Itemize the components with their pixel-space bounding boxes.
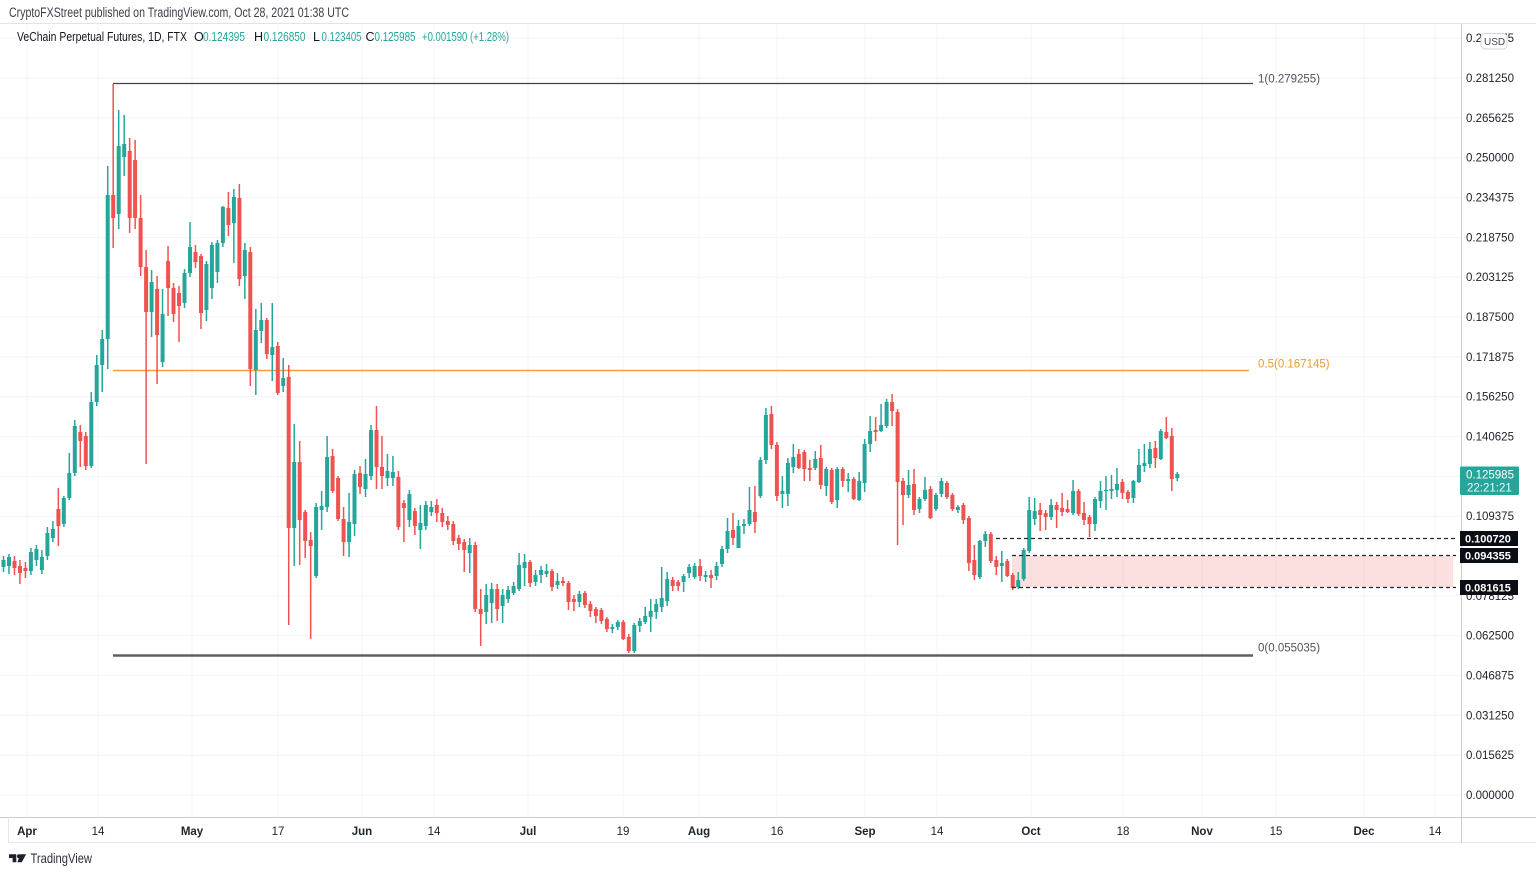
svg-text:0.125985: 0.125985 (375, 30, 416, 44)
svg-text:0.281250: 0.281250 (1466, 73, 1514, 85)
svg-text:0.218750: 0.218750 (1466, 232, 1514, 244)
svg-text:C: C (366, 30, 375, 44)
svg-text:0.094355: 0.094355 (1465, 551, 1511, 563)
svg-text:VeChain Perpetual Futures, 1D,: VeChain Perpetual Futures, 1D, FTX (17, 30, 188, 44)
svg-text:O: O (194, 30, 204, 44)
svg-text:0.5(0.167145): 0.5(0.167145) (1258, 359, 1330, 371)
svg-text:0.203125: 0.203125 (1466, 272, 1514, 284)
svg-text:0.062500: 0.062500 (1466, 631, 1514, 643)
svg-text:Dec: Dec (1353, 826, 1375, 838)
svg-text:0.126850: 0.126850 (264, 30, 306, 44)
svg-text:0.123405: 0.123405 (322, 30, 362, 44)
svg-text:0.265625: 0.265625 (1466, 113, 1514, 125)
svg-text:1(0.279255): 1(0.279255) (1258, 74, 1320, 86)
svg-text:18: 18 (1117, 826, 1130, 838)
svg-text:14: 14 (931, 826, 944, 838)
svg-text:Sep: Sep (854, 826, 875, 838)
svg-text:0.109375: 0.109375 (1466, 511, 1514, 523)
svg-text:TradingView: TradingView (31, 851, 93, 866)
svg-text:0.015625: 0.015625 (1466, 750, 1514, 762)
svg-text:May: May (181, 826, 204, 838)
svg-text:Jun: Jun (352, 826, 372, 838)
svg-text:15: 15 (1270, 826, 1283, 838)
svg-text:Aug: Aug (688, 826, 710, 838)
svg-text:+0.001590 (+1.28%): +0.001590 (+1.28%) (422, 30, 509, 44)
svg-text:0.100720: 0.100720 (1465, 534, 1511, 546)
svg-text:Nov: Nov (1191, 826, 1213, 838)
svg-text:0.171875: 0.171875 (1466, 352, 1514, 364)
svg-text:Apr: Apr (17, 826, 37, 838)
svg-text:L: L (313, 30, 320, 44)
svg-text:0.124395: 0.124395 (203, 30, 245, 44)
svg-text:14: 14 (92, 826, 105, 838)
svg-text:0.125985: 0.125985 (1466, 470, 1514, 482)
svg-text:0.187500: 0.187500 (1466, 312, 1514, 324)
svg-text:Oct: Oct (1021, 826, 1040, 838)
svg-text:0.156250: 0.156250 (1466, 392, 1514, 404)
svg-text:0.031250: 0.031250 (1466, 710, 1514, 722)
svg-text:0.234375: 0.234375 (1466, 193, 1514, 205)
svg-text:0.250000: 0.250000 (1466, 153, 1514, 165)
svg-text:14: 14 (428, 826, 441, 838)
svg-text:14: 14 (1429, 826, 1442, 838)
svg-text:22:21:21: 22:21:21 (1467, 483, 1512, 495)
svg-text:17: 17 (272, 826, 285, 838)
svg-text:H: H (254, 30, 263, 44)
svg-text:0.000000: 0.000000 (1466, 790, 1514, 802)
svg-text:CryptoFXStreet published on Tr: CryptoFXStreet published on TradingView.… (9, 5, 349, 20)
svg-text:Jul: Jul (520, 826, 537, 838)
svg-text:0.140625: 0.140625 (1466, 432, 1514, 444)
svg-text:19: 19 (617, 826, 630, 838)
svg-text:0.081615: 0.081615 (1465, 583, 1511, 595)
svg-text:0.046875: 0.046875 (1466, 671, 1514, 683)
svg-text:16: 16 (771, 826, 784, 838)
svg-text:USD: USD (1484, 37, 1505, 48)
svg-text:0(0.055035): 0(0.055035) (1258, 643, 1320, 655)
